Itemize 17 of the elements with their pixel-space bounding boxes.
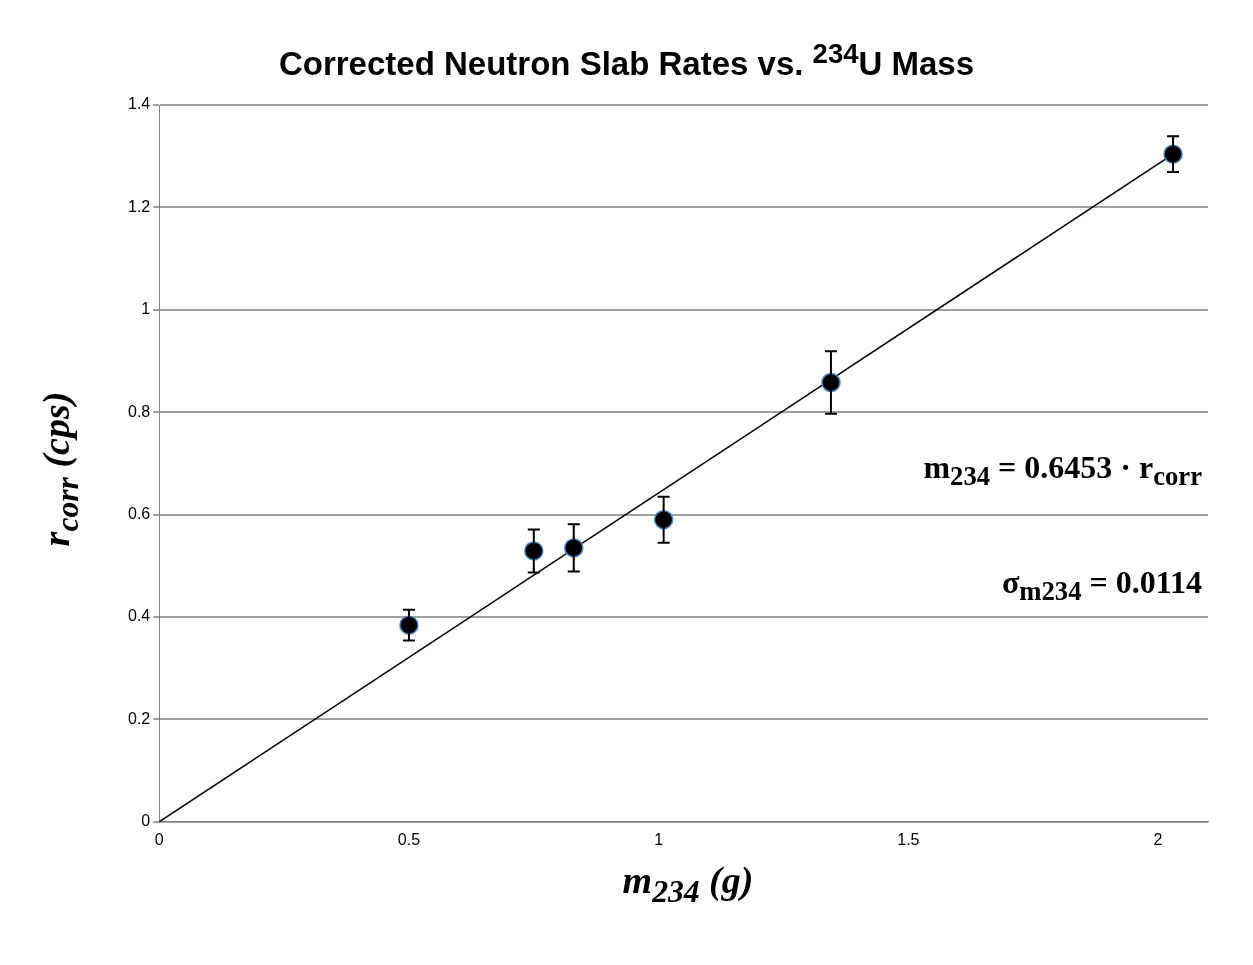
annotation: σ$_{m234}$ = 0.0114	[1001, 563, 1202, 608]
y-tick-label: 0.8	[127, 402, 151, 420]
y-tick-label: 1.4	[127, 95, 151, 113]
x-tick-label: 1	[654, 830, 664, 848]
y-tick-label: 0.2	[127, 709, 151, 727]
x-axis-title: m$_{234}$ (g)	[621, 858, 755, 910]
y-tick-label: 0.6	[127, 505, 151, 523]
y-tick-label: 1	[141, 300, 151, 318]
x-tick-label: 0	[154, 830, 164, 848]
chart-title: Corrected Neutron Slab Rates vs. $^{234}$U Mass	[277, 38, 976, 83]
annotation: m$_{234}$ = 0.6453 · r$_{corr}$	[923, 449, 1202, 493]
x-tick-label: 0.5	[397, 830, 421, 848]
y-tick-label: 1.2	[127, 197, 151, 215]
y-tick-label: 0.4	[127, 607, 151, 625]
x-tick-label: 1.5	[897, 830, 920, 848]
x-tick-label: 2	[1153, 830, 1163, 848]
y-tick-label: 0	[141, 812, 151, 830]
